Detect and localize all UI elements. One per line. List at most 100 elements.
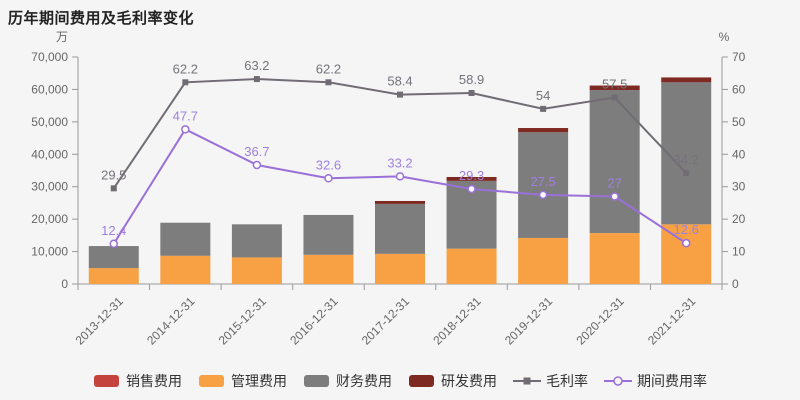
period-expense-ratio-marker <box>610 192 619 201</box>
y-axis-left-tick-label: 0 <box>61 277 68 291</box>
period-expense-ratio-value-label: 12.4 <box>101 223 126 238</box>
gross-margin-value-label: 62.2 <box>173 61 198 76</box>
bar-segment-finance-expense <box>303 214 354 255</box>
bar-segment-rd-expense <box>446 176 497 181</box>
x-axis-category-label: 2013-12-31 <box>73 294 127 348</box>
gross-margin-value-label: 29.5 <box>101 167 126 182</box>
gross-margin-value-label: 62.2 <box>316 61 341 76</box>
period-expense-ratio-value-label: 36.7 <box>244 144 269 159</box>
bar-segment-admin-expense <box>661 224 712 284</box>
gross-margin-marker <box>182 79 189 86</box>
y-axis-right-tick-label: 0 <box>732 277 739 291</box>
bar-segment-finance-expense <box>518 132 569 238</box>
gross-margin-value-label: 58.9 <box>459 72 484 87</box>
bar-segment-finance-expense <box>661 82 712 225</box>
gross-margin-marker <box>325 79 332 86</box>
y-axis-left-tick-label: 20,000 <box>31 212 68 226</box>
bar-segment-admin-expense <box>303 254 354 284</box>
legend-item-gross-margin[interactable]: 毛利率 <box>513 371 588 391</box>
legend-sales-expense-icon <box>94 375 119 387</box>
bar-segment-finance-expense <box>589 90 640 234</box>
legend-admin-expense-icon <box>199 375 224 387</box>
y-axis-left-tick-label: 10,000 <box>31 245 68 259</box>
y-axis-left-tick-label: 70,000 <box>31 50 68 64</box>
y-axis-right-tick-label: 30 <box>732 180 746 194</box>
legend-item-sales-expense[interactable]: 销售费用 <box>93 371 182 391</box>
period-expense-ratio-value-label: 32.6 <box>316 157 341 172</box>
x-axis-category-label: 2020-12-31 <box>573 294 627 348</box>
y-axis-right-tick-label: 20 <box>732 212 746 226</box>
period-expense-ratio-marker <box>538 190 548 200</box>
bar-segment-admin-expense <box>446 248 497 284</box>
y-axis-right-tick-label: 40 <box>732 147 746 161</box>
bar-segment-finance-expense <box>375 203 425 254</box>
bar-segment-finance-expense <box>88 246 139 269</box>
gross-margin-value-label: 58.4 <box>387 74 412 89</box>
legend-rd-expense-label: 研发费用 <box>441 373 497 389</box>
gross-margin-marker <box>110 185 117 192</box>
legend-finance-expense-icon <box>304 375 329 387</box>
bar-segment-admin-expense <box>88 268 139 284</box>
legend-item-rd-expense[interactable]: 研发费用 <box>408 371 497 391</box>
gross-margin-value-label: 57.5 <box>602 77 627 92</box>
y-axis-right-tick-label: 70 <box>732 50 746 64</box>
bar-segment-admin-expense <box>231 257 282 284</box>
gross-margin-marker <box>611 94 618 101</box>
bar-segment-admin-expense <box>518 237 569 284</box>
period-expense-ratio-marker <box>395 172 405 181</box>
period-expense-ratio-value-label: 29.3 <box>459 168 484 183</box>
y-axis-left-tick-label: 50,000 <box>31 115 68 129</box>
x-axis-category-label: 2017-12-31 <box>359 294 413 348</box>
bar-segment-admin-expense <box>375 253 425 284</box>
period-expense-ratio-marker <box>109 239 119 249</box>
gross-margin-marker <box>397 91 403 98</box>
y-axis-right-unit: % <box>719 30 730 44</box>
legend-gross-margin-label: 毛利率 <box>546 373 588 389</box>
x-axis-category-label: 2018-12-31 <box>430 294 484 348</box>
gross-margin-marker <box>540 105 547 112</box>
bar-segment-finance-expense <box>231 224 282 258</box>
gross-margin-marker <box>253 76 260 83</box>
gross-margin-marker <box>468 89 475 96</box>
chart-title: 历年期间费用及毛利率变化 <box>8 10 195 27</box>
gross-margin-value-label: 34.2 <box>674 152 699 167</box>
bar-segment-rd-expense <box>518 128 569 133</box>
legend-item-finance-expense[interactable]: 财务费用 <box>303 371 392 391</box>
y-axis-left-tick-label: 30,000 <box>31 180 68 194</box>
y-axis-right-tick-label: 10 <box>732 245 746 259</box>
period-expense-ratio-marker <box>681 238 691 248</box>
legend-item-admin-expense[interactable]: 管理费用 <box>198 371 287 391</box>
x-axis-category-label: 2019-12-31 <box>502 294 556 348</box>
y-axis-left-tick-label: 40,000 <box>31 147 68 161</box>
gross-margin-value-label: 63.2 <box>244 58 269 73</box>
period-expense-ratio-marker <box>467 184 476 194</box>
bar-segment-rd-expense <box>589 85 640 91</box>
period-expense-ratio-value-label: 33.2 <box>387 155 412 170</box>
chart-legend: 销售费用 管理费用 财务费用 研发费用 毛利率 期间费用率 <box>0 371 800 391</box>
x-axis-category-label: 2015-12-31 <box>216 294 270 348</box>
bar-segment-finance-expense <box>160 222 211 256</box>
y-axis-right-tick-label: 60 <box>732 82 746 96</box>
period-expense-ratio-value-label: 27 <box>607 175 621 190</box>
gross-margin-value-label: 54 <box>536 88 550 103</box>
period-expense-ratio-marker <box>324 174 333 183</box>
bar-segment-rd-expense <box>375 200 425 204</box>
bar-segment-admin-expense <box>160 255 211 284</box>
legend-item-period-expense-ratio[interactable]: 期间费用率 <box>604 371 707 391</box>
period-expense-ratio-marker <box>181 125 190 134</box>
period-expense-ratio-value-label: 47.7 <box>173 108 198 123</box>
legend-sales-expense-label: 销售费用 <box>126 373 182 389</box>
legend-admin-expense-label: 管理费用 <box>231 373 287 389</box>
y-axis-left-tick-label: 60,000 <box>31 82 68 96</box>
legend-gross-margin-icon <box>513 377 541 385</box>
x-axis-category-label: 2016-12-31 <box>287 294 341 348</box>
bar-segment-admin-expense <box>589 233 640 284</box>
legend-finance-expense-label: 财务费用 <box>336 373 392 389</box>
x-axis-category-label: 2021-12-31 <box>645 294 699 348</box>
period-expense-ratio-marker <box>252 160 262 170</box>
x-axis-category-label: 2014-12-31 <box>144 294 198 348</box>
period-expense-ratio-value-label: 27.5 <box>530 174 555 189</box>
legend-rd-expense-icon <box>409 375 434 387</box>
